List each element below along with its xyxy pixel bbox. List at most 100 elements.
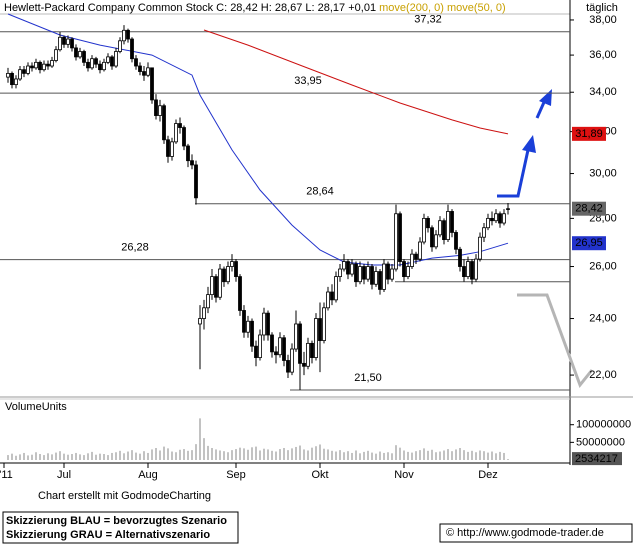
y-tick-label: 24,00 — [589, 312, 617, 324]
candle-body — [470, 261, 474, 280]
candle-body — [50, 60, 54, 67]
candle-body — [282, 337, 286, 361]
candle-body — [10, 72, 14, 86]
candle-body — [290, 348, 294, 373]
candle-body — [486, 217, 490, 229]
candle-body — [154, 99, 158, 116]
candle-body — [42, 63, 46, 71]
level-label: 37,32 — [414, 14, 442, 26]
candle-body — [438, 220, 442, 236]
candle-body — [414, 253, 418, 260]
x-tick-label: Jul — [57, 469, 71, 481]
candle-body — [74, 47, 78, 58]
price-box-label: 31,89 — [575, 128, 603, 140]
candle-body — [334, 276, 338, 301]
candle-body — [322, 307, 326, 341]
candle-body — [110, 56, 114, 67]
candle-body — [370, 266, 374, 285]
candle-body — [502, 213, 506, 224]
candle-body — [390, 268, 394, 280]
y-tick-label: 30,00 — [589, 167, 617, 179]
y-tick-label: 38,00 — [589, 14, 617, 26]
price-box-label: 26,95 — [575, 237, 603, 249]
credit: Chart erstellt mit GodmodeCharting — [38, 490, 211, 502]
candle-body — [142, 71, 146, 76]
volume-tick-label: 100000000 — [576, 419, 631, 431]
candle-body — [298, 323, 302, 364]
candle-body — [406, 266, 410, 278]
candle-body — [442, 220, 446, 241]
y-tick-label: 34,00 — [589, 86, 617, 98]
candle-body — [46, 63, 50, 67]
candle-body — [398, 213, 402, 262]
ma-line — [203, 29, 509, 135]
candle-body — [218, 268, 222, 298]
scenario-grey — [517, 293, 594, 389]
legend-entry: move(200, 0) — [379, 2, 444, 14]
x-tick-label: Dez — [478, 469, 498, 481]
candle-body — [174, 123, 178, 143]
x-tick-label: Aug — [138, 469, 158, 481]
candle-body — [302, 362, 306, 367]
candle-body — [126, 29, 130, 40]
level-label: 28,64 — [306, 186, 334, 198]
candle-body — [490, 217, 494, 222]
level-label: 21,50 — [354, 372, 382, 384]
ma-line — [7, 13, 509, 266]
candle-body — [186, 145, 190, 162]
candle-body — [38, 61, 42, 71]
x-tick-label: Nov — [394, 469, 414, 481]
candle-body — [450, 211, 454, 233]
candle-body — [170, 141, 174, 157]
candle-body — [342, 261, 346, 270]
candle-body — [354, 263, 358, 283]
scenario-line — [535, 99, 547, 119]
volume-box — [572, 452, 622, 466]
price-box-label: 28,42 — [575, 203, 603, 215]
volume-tick-label: 50000000 — [576, 436, 625, 448]
candle-body — [294, 323, 298, 350]
candle-body — [506, 208, 510, 210]
candle-body — [150, 67, 154, 101]
candle-body — [382, 263, 386, 290]
source-box — [439, 523, 633, 543]
volume-label: VolumeUnits — [5, 401, 67, 413]
candle-body — [270, 334, 274, 353]
candle-body — [378, 271, 382, 290]
candle-body — [410, 253, 414, 267]
candle-body — [238, 276, 242, 311]
candle-body — [134, 58, 138, 67]
price-box — [572, 201, 606, 216]
candle-body — [58, 36, 62, 51]
candle-body — [6, 72, 10, 78]
candle-body — [326, 291, 330, 309]
candle-body — [346, 261, 350, 275]
candle-body — [22, 69, 26, 74]
candle-body — [338, 268, 342, 278]
candle-body — [122, 29, 126, 42]
candle-body — [26, 65, 30, 74]
candle-body — [138, 65, 142, 72]
candle-body — [310, 342, 314, 358]
candle-body — [82, 51, 86, 63]
x-tick-label: '11 — [0, 469, 13, 481]
candle-body — [426, 217, 430, 229]
candle-body — [466, 261, 470, 278]
candle-body — [362, 266, 366, 280]
candle-body — [330, 291, 334, 301]
volume-box-label: 2534217 — [575, 453, 618, 465]
source: © http://www.godmode-trader.de — [446, 527, 604, 539]
candle-body — [242, 310, 246, 333]
candle-body — [274, 351, 278, 356]
candle-body — [366, 266, 370, 280]
candle-body — [202, 307, 206, 319]
level-label: 33,95 — [294, 75, 322, 87]
candle-body — [62, 36, 66, 45]
candle-body — [446, 211, 450, 241]
candle-body — [94, 58, 98, 65]
candle-body — [190, 160, 194, 166]
candle-body — [146, 67, 150, 76]
candle-body — [86, 61, 90, 69]
candle-body — [498, 213, 502, 224]
candle-body — [482, 227, 486, 238]
